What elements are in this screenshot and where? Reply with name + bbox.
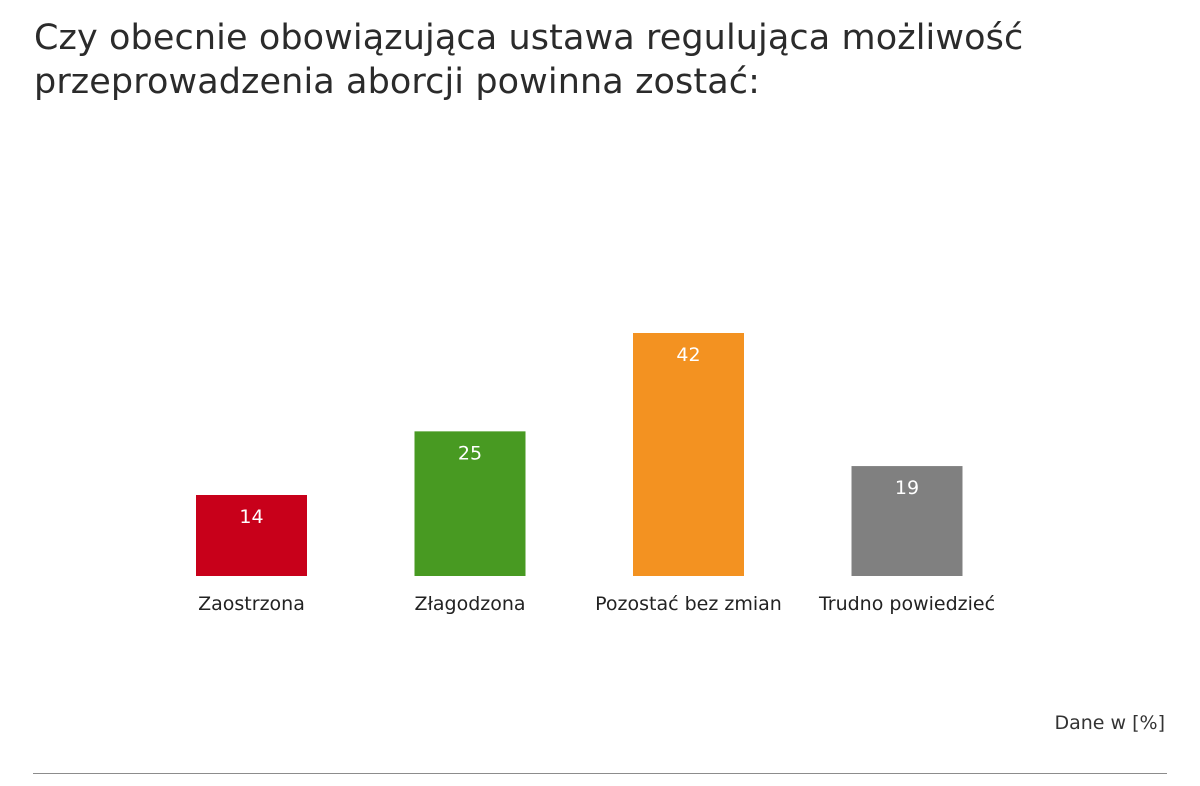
bar-4 xyxy=(851,466,963,576)
category-label-1: Zaostrzona xyxy=(198,593,305,615)
bars-group xyxy=(196,333,963,576)
value-label-4: 19 xyxy=(895,477,919,499)
category-label-4: Trudno powiedzieć xyxy=(818,593,995,615)
bar-3 xyxy=(633,333,744,576)
footer-divider xyxy=(33,773,1167,774)
category-label-2: Złagodzona xyxy=(414,593,525,615)
unit-note: Dane w [%] xyxy=(1054,712,1165,734)
bar-2 xyxy=(414,431,526,576)
bar-1 xyxy=(196,495,307,576)
chart-title: Czy obecnie obowiązująca ustawa regulują… xyxy=(34,18,1024,102)
category-label-3: Pozostać bez zmian xyxy=(595,593,782,615)
value-label-1: 14 xyxy=(239,506,263,528)
value-labels-group: 14 25 42 19 xyxy=(239,344,919,528)
value-label-3: 42 xyxy=(676,344,700,366)
category-labels-group: Zaostrzona Złagodzona Pozostać bez zmian Tr… xyxy=(198,593,995,615)
value-label-2: 25 xyxy=(458,442,482,464)
